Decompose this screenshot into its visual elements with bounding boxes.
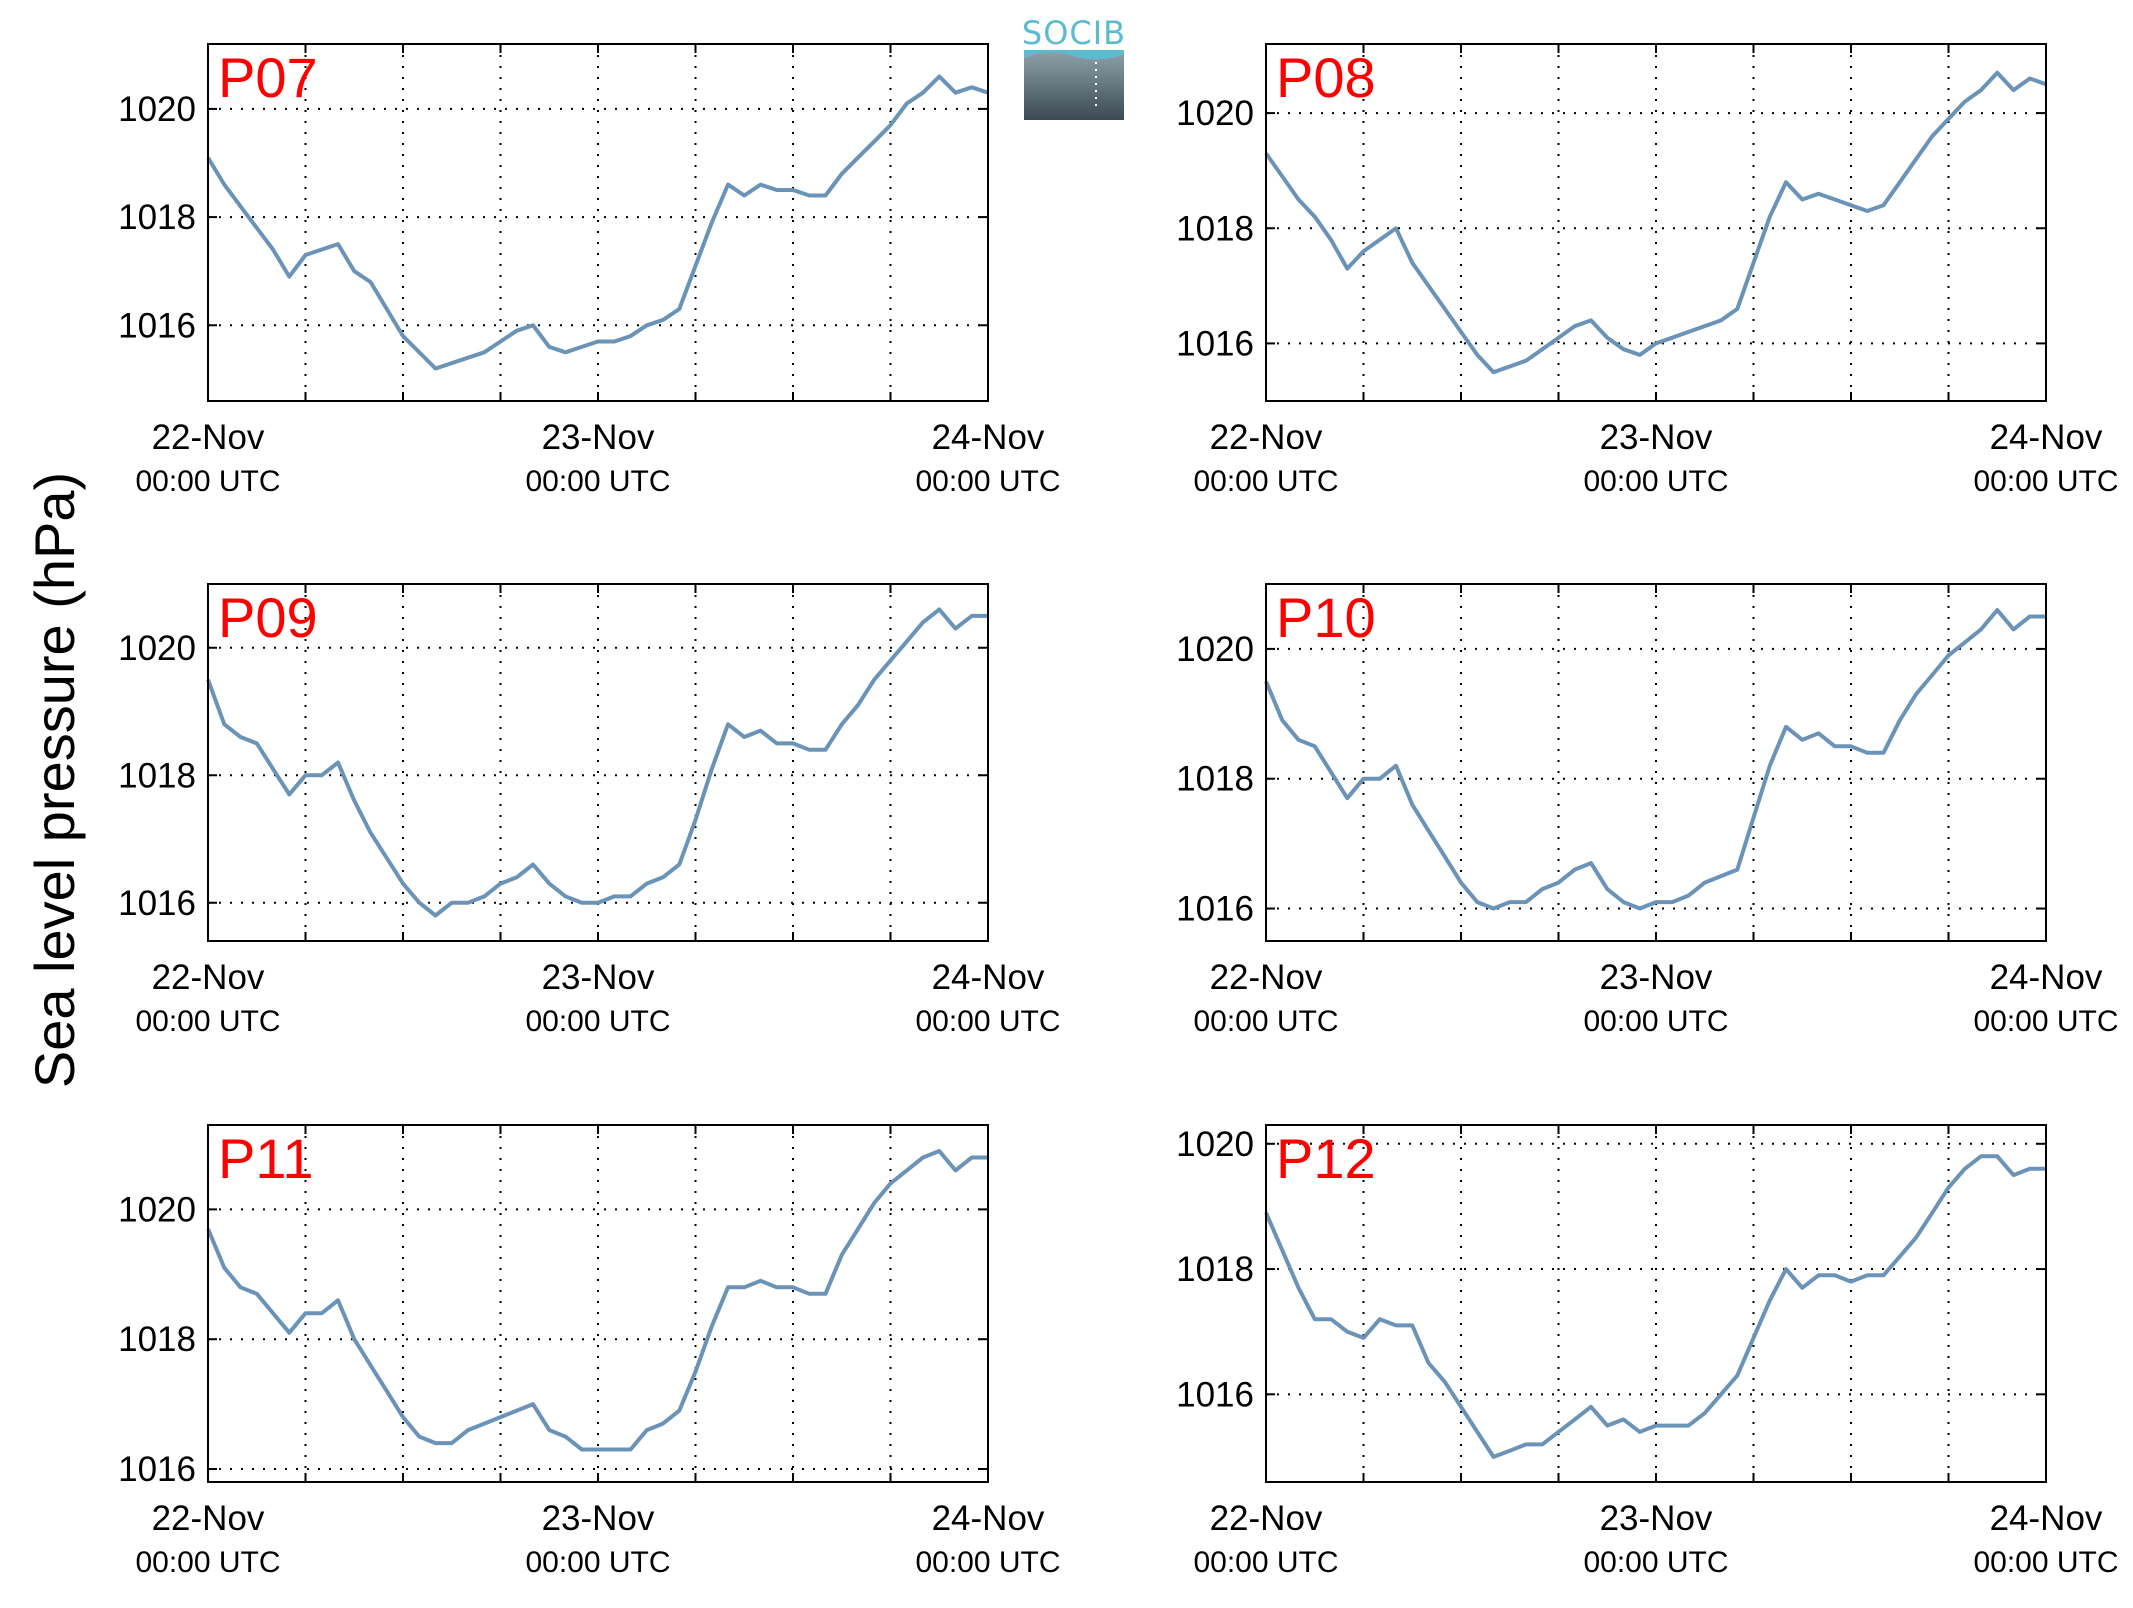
y-tick-label: 1016 xyxy=(118,1450,196,1489)
x-tick-label-time: 00:00 UTC xyxy=(525,1546,670,1579)
panel-p10: 1016 1018 1020 22-Nov 00:00 UTC 23-Nov 00:00 U… xyxy=(1176,583,2119,1038)
y-tick-label: 1020 xyxy=(118,90,196,129)
x-tick-label-date: 24-Nov xyxy=(932,418,1045,457)
x-tick-label-time: 00:00 UTC xyxy=(915,1546,1060,1579)
y-tick-label: 1016 xyxy=(1176,1375,1254,1414)
x-tick-label-time: 00:00 UTC xyxy=(1193,1005,1338,1038)
x-tick-label-date: 24-Nov xyxy=(1990,1499,2103,1538)
x-tick-label-time: 00:00 UTC xyxy=(915,465,1060,498)
axes-frame xyxy=(1265,43,2047,402)
x-tick-label-time: 00:00 UTC xyxy=(525,465,670,498)
panel-label-p11: P11 xyxy=(218,1127,313,1190)
panel-p08: 1016 1018 1020 22-Nov 00:00 UTC 23-Nov 00:00 U… xyxy=(1176,43,2119,498)
x-tick-label-time: 00:00 UTC xyxy=(135,465,280,498)
x-tick-label-date: 22-Nov xyxy=(1210,958,1323,997)
socib-logo-text: SOCIB xyxy=(1022,14,1126,52)
y-tick-label: 1016 xyxy=(1176,324,1254,363)
x-tick-label-date: 22-Nov xyxy=(152,418,265,457)
x-tick-label-date: 24-Nov xyxy=(1990,958,2103,997)
x-tick-label-date: 23-Nov xyxy=(542,418,655,457)
x-tick-label-date: 23-Nov xyxy=(542,958,655,997)
x-tick-label-time: 00:00 UTC xyxy=(1973,465,2118,498)
y-tick-label: 1020 xyxy=(118,629,196,668)
x-tick-label-time: 00:00 UTC xyxy=(135,1546,280,1579)
socib-logo-wave xyxy=(1024,50,1124,60)
y-tick-label: 1020 xyxy=(118,1190,196,1229)
series-line-p07 xyxy=(206,74,989,371)
x-tick-label-time: 00:00 UTC xyxy=(1583,465,1728,498)
x-tick-label-date: 22-Nov xyxy=(1210,418,1323,457)
series-line-p08 xyxy=(1264,70,2047,375)
x-tick-label-date: 23-Nov xyxy=(542,1499,655,1538)
panels: 1016 1018 1020 22-Nov 00:00 UTC 23-Nov 00:00 U… xyxy=(118,43,2119,1579)
axes-frame xyxy=(1265,583,2047,942)
x-tick-label-time: 00:00 UTC xyxy=(525,1005,670,1038)
y-tick-label: 1018 xyxy=(118,756,196,795)
x-tick-label-date: 24-Nov xyxy=(932,958,1045,997)
panel-p09: 1016 1018 1020 22-Nov 00:00 UTC 23-Nov 00:00 U… xyxy=(118,583,1061,1038)
panel-label-p12: P12 xyxy=(1276,1127,1376,1190)
panel-label-p10: P10 xyxy=(1276,586,1376,649)
x-tick-label-date: 23-Nov xyxy=(1600,958,1713,997)
x-tick-label-date: 22-Nov xyxy=(152,1499,265,1538)
y-tick-label: 1018 xyxy=(1176,1250,1254,1289)
x-tick-label-date: 24-Nov xyxy=(1990,418,2103,457)
x-tick-label-time: 00:00 UTC xyxy=(1193,465,1338,498)
y-tick-label: 1018 xyxy=(118,198,196,237)
panel-label-p08: P08 xyxy=(1276,46,1376,109)
x-tick-label-date: 23-Nov xyxy=(1600,418,1713,457)
panel-p12: 1016 1018 1020 22-Nov 00:00 UTC 23-Nov 00:00 U… xyxy=(1176,1124,2119,1579)
x-tick-label-time: 00:00 UTC xyxy=(135,1005,280,1038)
y-axis-label: Sea level pressure (hPa) xyxy=(23,472,86,1088)
x-tick-label-date: 23-Nov xyxy=(1600,1499,1713,1538)
panel-label-p07: P07 xyxy=(218,46,318,109)
y-tick-label: 1016 xyxy=(118,884,196,923)
axes-frame xyxy=(207,1124,989,1483)
series-line-p11 xyxy=(206,1149,988,1452)
x-tick-label-time: 00:00 UTC xyxy=(915,1005,1060,1038)
x-tick-label-time: 00:00 UTC xyxy=(1193,1546,1338,1579)
panel-p11: 1016 1018 1020 22-Nov 00:00 UTC 23-Nov 00:00 U… xyxy=(118,1124,1061,1579)
y-tick-label: 1018 xyxy=(118,1320,196,1359)
x-tick-label-date: 22-Nov xyxy=(1210,1499,1323,1538)
y-tick-label: 1020 xyxy=(1176,94,1254,133)
y-tick-label: 1018 xyxy=(1176,209,1254,248)
y-tick-label: 1016 xyxy=(1176,890,1254,929)
y-tick-label: 1016 xyxy=(118,306,196,345)
x-tick-label-date: 22-Nov xyxy=(152,958,265,997)
series-line-p09 xyxy=(206,607,988,918)
panel-p07: 1016 1018 1020 22-Nov 00:00 UTC 23-Nov 00:00 U… xyxy=(118,43,1061,498)
socib-logo-block xyxy=(1024,50,1124,120)
x-tick-label-time: 00:00 UTC xyxy=(1583,1005,1728,1038)
y-tick-label: 1020 xyxy=(1176,1125,1254,1164)
socib-logo: SOCIB xyxy=(1022,14,1126,120)
x-tick-label-date: 24-Nov xyxy=(932,1499,1045,1538)
x-tick-label-time: 00:00 UTC xyxy=(1973,1546,2118,1579)
y-tick-label: 1018 xyxy=(1176,760,1254,799)
x-tick-label-time: 00:00 UTC xyxy=(1583,1546,1728,1579)
axes-frame xyxy=(207,583,989,942)
y-tick-label: 1020 xyxy=(1176,630,1254,669)
axes-frame xyxy=(207,43,989,402)
axes-frame xyxy=(1265,1124,2047,1483)
panel-label-p09: P09 xyxy=(218,586,318,649)
series-line-p12 xyxy=(1264,1154,2046,1459)
series-line-p10 xyxy=(1264,608,2046,911)
x-tick-label-time: 00:00 UTC xyxy=(1973,1005,2118,1038)
